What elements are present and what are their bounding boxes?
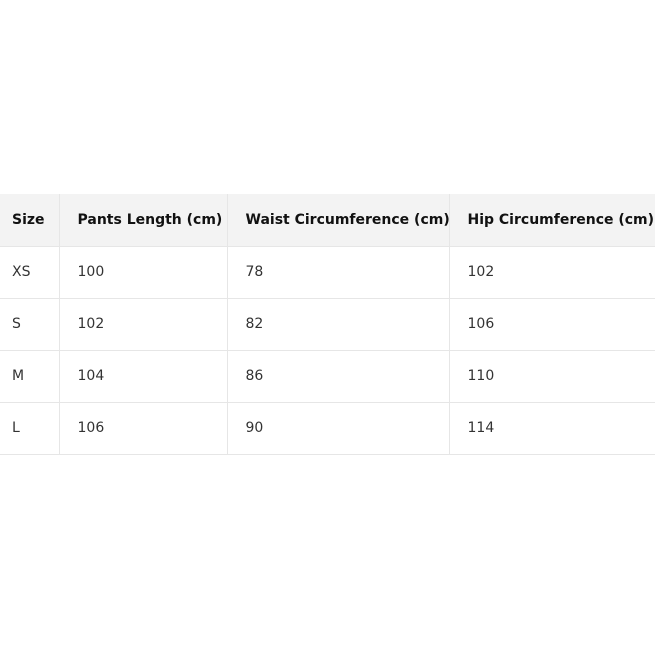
cell-hip: 102	[449, 246, 655, 299]
cell-waist: 82	[227, 298, 450, 351]
header-pants-length: Pants Length (cm)	[59, 194, 228, 247]
cell-hip: 114	[449, 402, 655, 455]
cell-hip: 106	[449, 298, 655, 351]
cell-pants-length: 100	[59, 246, 228, 299]
cell-size: S	[0, 298, 60, 351]
cell-hip: 110	[449, 350, 655, 403]
header-hip: Hip Circumference (cm)	[449, 194, 655, 247]
cell-size: XS	[0, 246, 60, 299]
table-row: M 104 86 110	[0, 350, 655, 403]
header-waist: Waist Circumference (cm)	[227, 194, 450, 247]
cell-size: L	[0, 402, 60, 455]
cell-waist: 78	[227, 246, 450, 299]
cell-pants-length: 106	[59, 402, 228, 455]
cell-waist: 90	[227, 402, 450, 455]
table-row: S 102 82 106	[0, 298, 655, 351]
table-row: XS 100 78 102	[0, 246, 655, 299]
cell-pants-length: 102	[59, 298, 228, 351]
table-row: L 106 90 114	[0, 402, 655, 455]
cell-pants-length: 104	[59, 350, 228, 403]
cell-waist: 86	[227, 350, 450, 403]
size-chart-table: Size Pants Length (cm) Waist Circumferen…	[0, 194, 655, 455]
cell-size: M	[0, 350, 60, 403]
header-row: Size Pants Length (cm) Waist Circumferen…	[0, 194, 655, 247]
header-size: Size	[0, 194, 60, 247]
